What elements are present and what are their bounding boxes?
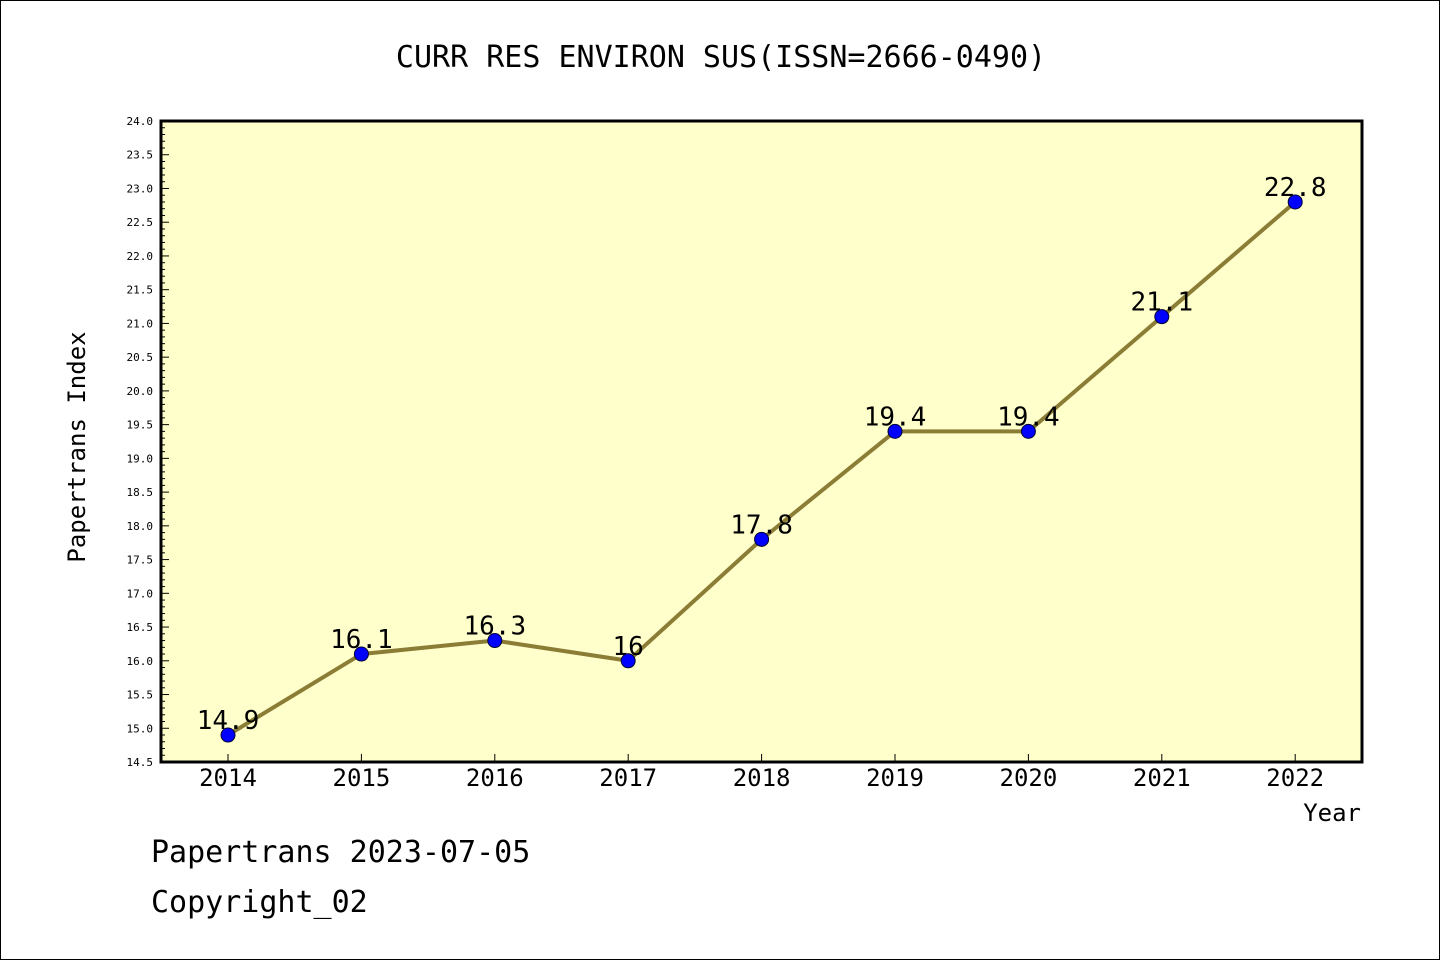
y-tick-label: 21.0 bbox=[127, 317, 154, 330]
data-point bbox=[620, 653, 636, 669]
footer-copyright: Copyright_02 bbox=[151, 885, 368, 920]
x-tick-label: 2018 bbox=[733, 764, 791, 792]
data-point bbox=[1287, 194, 1303, 210]
x-tick-label: 2021 bbox=[1133, 764, 1191, 792]
x-tick-label: 2016 bbox=[466, 764, 524, 792]
y-tick-label: 19.5 bbox=[127, 419, 154, 432]
y-tick-label: 17.5 bbox=[127, 554, 154, 567]
y-tick-label: 24.0 bbox=[127, 115, 154, 128]
y-tick-label: 21.5 bbox=[127, 284, 154, 297]
chart-title: CURR RES ENVIRON SUS(ISSN=2666-0490) bbox=[396, 40, 1046, 75]
y-axis-title: Papertrans Index bbox=[63, 331, 91, 562]
data-point bbox=[487, 633, 503, 649]
x-tick-label: 2022 bbox=[1266, 764, 1324, 792]
y-tick-label: 14.5 bbox=[127, 756, 154, 769]
x-axis: 2014 2015 2016 2017 2018 2019 2020 2021 2022 bbox=[199, 754, 1324, 792]
data-point bbox=[1154, 309, 1170, 325]
y-tick-label: 15.0 bbox=[127, 722, 154, 735]
x-tick-label: 2017 bbox=[599, 764, 657, 792]
y-tick-label: 18.0 bbox=[127, 520, 154, 533]
y-tick-label: 16.5 bbox=[127, 621, 154, 634]
y-tick-label: 20.5 bbox=[127, 351, 154, 364]
y-tick-label: 20.0 bbox=[127, 385, 154, 398]
y-tick-label: 22.0 bbox=[127, 250, 154, 263]
x-tick-label: 2014 bbox=[199, 764, 257, 792]
y-tick-label: 22.5 bbox=[127, 216, 154, 229]
y-axis: 14.5 15.0 15.5 16.0 16.5 17.0 17.5 18.0 18.5 19.0… bbox=[127, 115, 169, 769]
data-point bbox=[887, 423, 903, 439]
data-point bbox=[220, 727, 236, 743]
data-point bbox=[1020, 423, 1036, 439]
data-point bbox=[754, 531, 770, 547]
x-tick-label: 2020 bbox=[1000, 764, 1058, 792]
y-tick-label: 19.0 bbox=[127, 452, 154, 465]
x-tick-label: 2015 bbox=[333, 764, 391, 792]
x-axis-title: Year bbox=[1303, 799, 1361, 827]
x-tick-label: 2019 bbox=[866, 764, 924, 792]
footer-date: Papertrans 2023-07-05 bbox=[151, 835, 531, 870]
y-tick-label: 18.5 bbox=[127, 486, 154, 499]
data-point bbox=[353, 646, 369, 662]
y-tick-label: 17.0 bbox=[127, 587, 154, 600]
y-tick-label: 23.0 bbox=[127, 182, 154, 195]
y-tick-label: 23.5 bbox=[127, 149, 154, 162]
y-tick-label: 15.5 bbox=[127, 689, 154, 702]
y-tick-label: 16.0 bbox=[127, 655, 154, 668]
